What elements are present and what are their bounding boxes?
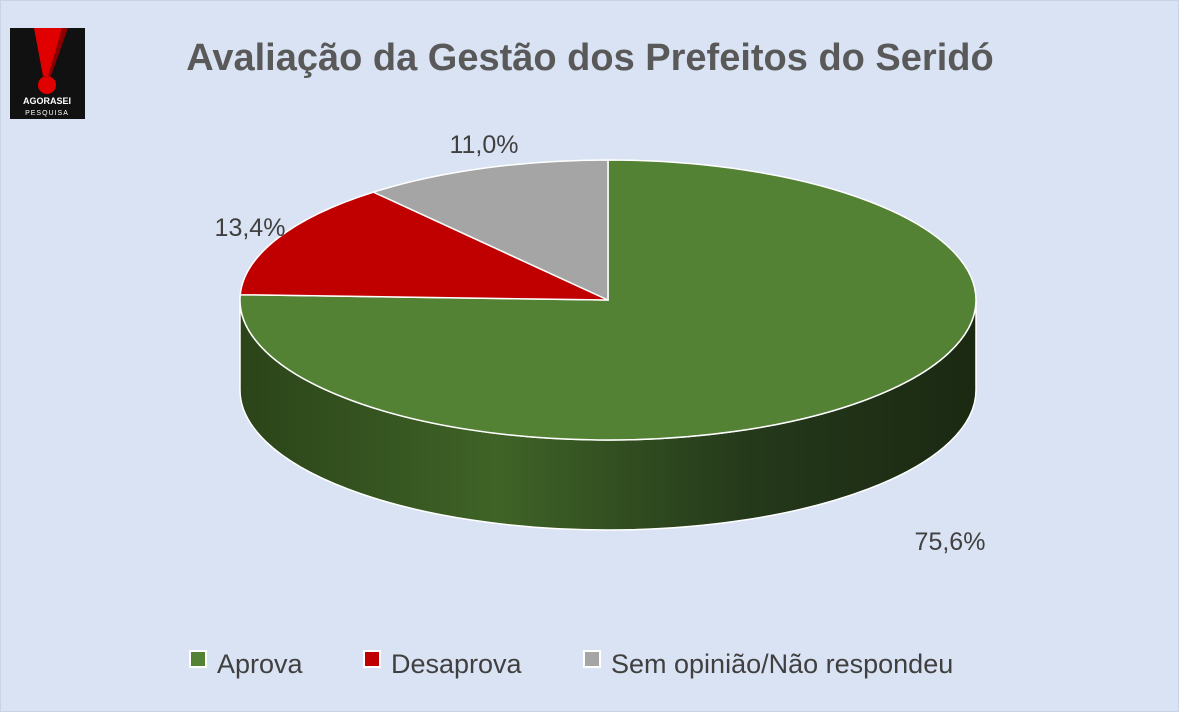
data-label-aprova: 75,6% [915,528,986,556]
chart-title: Avaliação da Gestão dos Prefeitos do Ser… [186,37,993,79]
data-label-sem-opini-o-n-o-respondeu: 11,0% [449,131,518,159]
logo-top-text: AGORASEI [23,96,71,106]
legend-label: Aprova [217,649,304,679]
legend-label: Sem opinião/Não respondeu [611,649,953,679]
pie-slice-aprova [239,159,977,441]
exclamation-icon [34,28,65,76]
agorasei-logo: AGORASEI PESQUISA [10,28,85,119]
data-label-desaprova: 13,4% [215,214,286,242]
pie-slice-sem-opini-o-n-o-respondeu [371,159,609,302]
pie-slice-desaprova [239,191,609,301]
legend-item-desaprova: Desaprova [363,649,523,679]
legend-swatch [189,650,207,668]
legend-swatch [583,650,601,668]
logo-bottom-text: PESQUISA [25,110,69,117]
legend-swatch [363,650,381,668]
legend-item-sem-opini-o-n-o-respondeu: Sem opinião/Não respondeu [583,649,953,679]
legend-item-aprova: Aprova [189,649,304,679]
legend-label: Desaprova [391,649,523,679]
